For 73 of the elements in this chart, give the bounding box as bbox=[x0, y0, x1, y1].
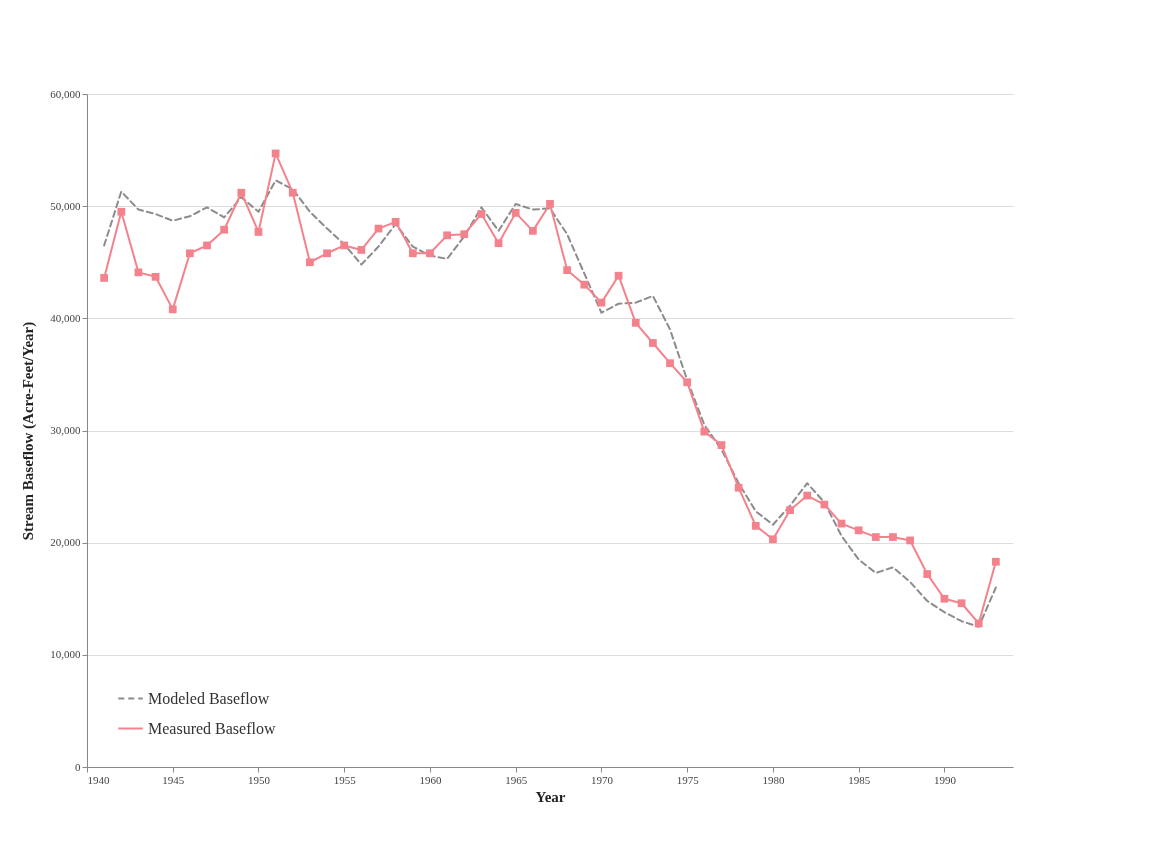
point bbox=[683, 378, 692, 387]
x-tick-label: 1940 bbox=[87, 773, 110, 786]
point bbox=[203, 241, 211, 250]
point bbox=[408, 249, 417, 258]
x-tick-label: 1970 bbox=[590, 773, 614, 786]
point bbox=[391, 218, 400, 226]
point bbox=[871, 533, 880, 541]
point bbox=[528, 226, 537, 235]
point bbox=[340, 241, 349, 250]
legend-label: Measured Baseflow bbox=[148, 719, 276, 737]
point bbox=[906, 536, 914, 545]
point bbox=[734, 483, 743, 492]
x-tick-label: 1950 bbox=[247, 773, 271, 786]
point bbox=[117, 207, 126, 216]
point bbox=[186, 249, 194, 258]
point bbox=[786, 506, 794, 515]
point bbox=[288, 188, 297, 197]
y-tick-label: 0 bbox=[75, 760, 81, 773]
point bbox=[940, 594, 949, 603]
y-tick-label: 40,000 bbox=[50, 311, 81, 324]
point bbox=[957, 599, 966, 608]
point bbox=[974, 619, 983, 628]
point bbox=[100, 274, 109, 282]
x-tick-label: 1990 bbox=[933, 773, 957, 786]
point bbox=[717, 441, 726, 449]
x-tick-label: 1955 bbox=[333, 773, 357, 786]
point bbox=[580, 280, 589, 289]
point bbox=[477, 210, 486, 218]
point bbox=[134, 268, 143, 277]
point bbox=[751, 521, 760, 530]
y-tick-label: 20,000 bbox=[50, 536, 81, 549]
point bbox=[700, 427, 709, 436]
point bbox=[597, 298, 606, 307]
x-tick-label: 1980 bbox=[762, 773, 785, 786]
point bbox=[443, 231, 451, 240]
point bbox=[820, 500, 829, 509]
point bbox=[323, 249, 331, 258]
point bbox=[168, 305, 177, 314]
point bbox=[854, 526, 863, 535]
point bbox=[237, 188, 246, 197]
point bbox=[649, 339, 657, 347]
point bbox=[631, 318, 640, 327]
point bbox=[426, 249, 434, 258]
y-axis-title: Stream Baseflow (Acre-Feet/Year) bbox=[20, 321, 38, 541]
point bbox=[803, 491, 812, 500]
point bbox=[494, 239, 503, 248]
x-tick-label: 1975 bbox=[676, 773, 700, 786]
legend-label: Modeled Baseflow bbox=[148, 689, 270, 707]
point bbox=[271, 149, 280, 158]
point bbox=[306, 258, 314, 267]
y-tick-label: 50,000 bbox=[50, 199, 81, 212]
y-tick-label: 30,000 bbox=[50, 424, 81, 436]
point bbox=[460, 230, 469, 239]
point bbox=[889, 533, 897, 541]
x-tick-label: 1960 bbox=[419, 773, 442, 786]
point bbox=[563, 266, 572, 274]
y-tick-label: 60,000 bbox=[50, 87, 81, 100]
point bbox=[220, 225, 229, 234]
point bbox=[357, 246, 366, 254]
point bbox=[546, 200, 554, 208]
y-tick-label: 10,000 bbox=[50, 648, 81, 661]
x-tick-label: 1945 bbox=[162, 773, 185, 786]
x-axis-title: Year bbox=[535, 788, 566, 805]
x-tick-label: 1985 bbox=[848, 773, 871, 786]
point bbox=[151, 272, 160, 281]
point bbox=[254, 228, 263, 236]
point bbox=[991, 557, 1000, 566]
point bbox=[769, 535, 777, 544]
x-tick-label: 1965 bbox=[505, 773, 528, 786]
point bbox=[666, 359, 674, 368]
point bbox=[923, 570, 932, 578]
point bbox=[614, 271, 623, 280]
point bbox=[511, 209, 520, 217]
